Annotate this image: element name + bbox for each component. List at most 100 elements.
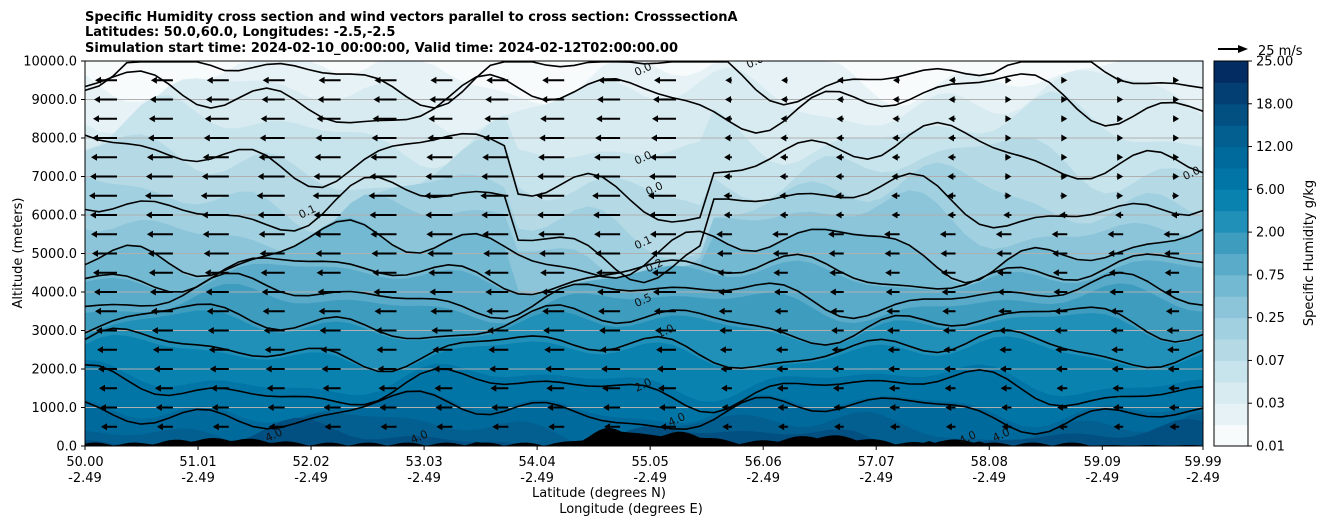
wind-vector-102 — [207, 327, 229, 334]
wind-vector-367 — [486, 76, 509, 84]
wind-vector-211 — [716, 230, 732, 238]
wind-vector-head — [836, 115, 843, 123]
wind-vector-275 — [947, 173, 956, 180]
wind-vector-323 — [260, 115, 285, 123]
wind-vector-head — [429, 96, 436, 103]
wind-vector-58 — [1112, 384, 1124, 392]
x-tick-label-lat-5: 55.05 — [632, 455, 669, 470]
wind-vector-head — [832, 365, 839, 373]
wind-vector-head — [548, 423, 555, 431]
wind-vector-98 — [1111, 346, 1124, 354]
wind-vector-head — [1117, 192, 1124, 200]
wind-vector-head — [657, 365, 663, 373]
wind-vector-189 — [595, 250, 621, 257]
wind-vector-254 — [891, 192, 900, 200]
wind-vector-head — [1001, 404, 1008, 411]
wind-vector-150 — [653, 288, 676, 296]
wind-vector-head — [90, 173, 96, 180]
wind-vector-head — [776, 365, 783, 373]
wind-vector-71 — [720, 365, 732, 373]
colorbar-tick-label-0: 0.01 — [1256, 440, 1285, 455]
wind-vector-head — [94, 96, 100, 103]
x-tick-label-lat-8: 58.08 — [971, 455, 1008, 470]
wind-vector-26 — [435, 404, 453, 411]
wind-vector-114 — [887, 327, 900, 334]
wind-vector-240 — [89, 192, 117, 200]
wind-vector-head — [156, 423, 163, 431]
wind-vector-head — [209, 365, 216, 373]
wind-vector-335 — [948, 115, 956, 123]
wind-vector-head — [425, 211, 432, 219]
wind-vector-head — [660, 423, 666, 431]
wind-vector-head — [1052, 269, 1059, 277]
wind-vector-head — [264, 346, 271, 354]
wind-vector-57 — [1056, 384, 1068, 392]
wind-vector-28 — [547, 404, 565, 411]
wind-vector-head — [1057, 423, 1064, 431]
wind-vector-294 — [891, 153, 900, 161]
wind-vector-113 — [831, 327, 844, 334]
wind-vector-head — [317, 288, 324, 296]
wind-vector-head — [1164, 250, 1171, 257]
wind-vector-148 — [541, 288, 565, 296]
wind-vector-144 — [317, 288, 341, 296]
wind-vector-head — [542, 307, 549, 315]
wind-vector-204 — [314, 230, 341, 238]
y-tick-label-1: 1000.0 — [32, 401, 78, 416]
wind-vector-258 — [1116, 192, 1124, 200]
wind-vector-head — [948, 76, 955, 84]
wind-vector-169 — [596, 269, 621, 277]
wind-vector-374 — [893, 76, 900, 84]
wind-vector-247 — [480, 192, 509, 200]
wind-vector-head — [212, 423, 219, 431]
humidity-band-14 — [85, 411, 1203, 446]
x-tick-label-lat-0: 50.00 — [66, 455, 103, 470]
wind-vector-358 — [1117, 96, 1124, 103]
wind-vector-89 — [600, 346, 621, 354]
wind-vector-head — [1173, 115, 1180, 123]
wind-vector-221 — [145, 211, 173, 219]
x-tick-label-lat-4: 54.04 — [519, 455, 556, 470]
wind-vector-235 — [947, 211, 956, 219]
wind-vector-head — [892, 134, 899, 142]
wind-vector-340 — [94, 96, 117, 103]
wind-vector-33 — [833, 404, 844, 411]
colorbar-ticks: 0.01 0.03 0.07 0.25 0.75 2.00 6.00 12.00 18.00 25… — [1248, 55, 1293, 455]
wind-vector-245 — [368, 192, 397, 200]
wind-vector-379 — [1173, 76, 1180, 84]
wind-vector-head — [1111, 346, 1118, 354]
wind-vector-125 — [374, 307, 397, 315]
wind-vector-274 — [891, 173, 900, 180]
wind-vector-104 — [319, 327, 341, 334]
chart-title-line-3: Simulation start time: 2024-02-10_00:00:… — [85, 41, 678, 56]
wind-vector-63 — [265, 365, 285, 373]
wind-vector-219 — [1163, 230, 1180, 238]
wind-vector-head — [1005, 115, 1012, 123]
wind-vector-head — [151, 327, 158, 334]
wind-vector-head — [1110, 307, 1116, 315]
wind-reference-label: 25 m/s — [1258, 44, 1303, 59]
colorbar-tick-label-6: 6.00 — [1256, 183, 1285, 198]
x-tick-label-lon-5: -2.49 — [633, 471, 667, 486]
wind-vector-head — [1169, 423, 1176, 431]
wind-vector-head — [890, 423, 896, 431]
wind-vector-head — [1056, 384, 1063, 392]
wind-vector-head — [721, 384, 728, 392]
wind-vector-head — [259, 250, 266, 257]
wind-vector-head — [263, 327, 270, 334]
wind-vector-325 — [372, 115, 397, 123]
wind-vector-86 — [432, 346, 453, 354]
wind-vector-head — [150, 76, 157, 84]
wind-vector-head — [885, 288, 892, 296]
wind-vector-head — [593, 211, 600, 219]
x-tick-label-lat-1: 51.01 — [179, 455, 216, 470]
wind-vector-167 — [484, 269, 509, 277]
wind-vector-280 — [91, 153, 117, 161]
wind-vector-head — [600, 346, 607, 354]
wind-vector-286 — [426, 153, 453, 161]
wind-vector-161 — [148, 269, 173, 277]
wind-vector-11 — [722, 423, 732, 431]
x-tick-label-lon-7: -2.49 — [859, 471, 893, 486]
wind-vector-188 — [539, 250, 565, 257]
wind-vector-4 — [324, 423, 341, 431]
